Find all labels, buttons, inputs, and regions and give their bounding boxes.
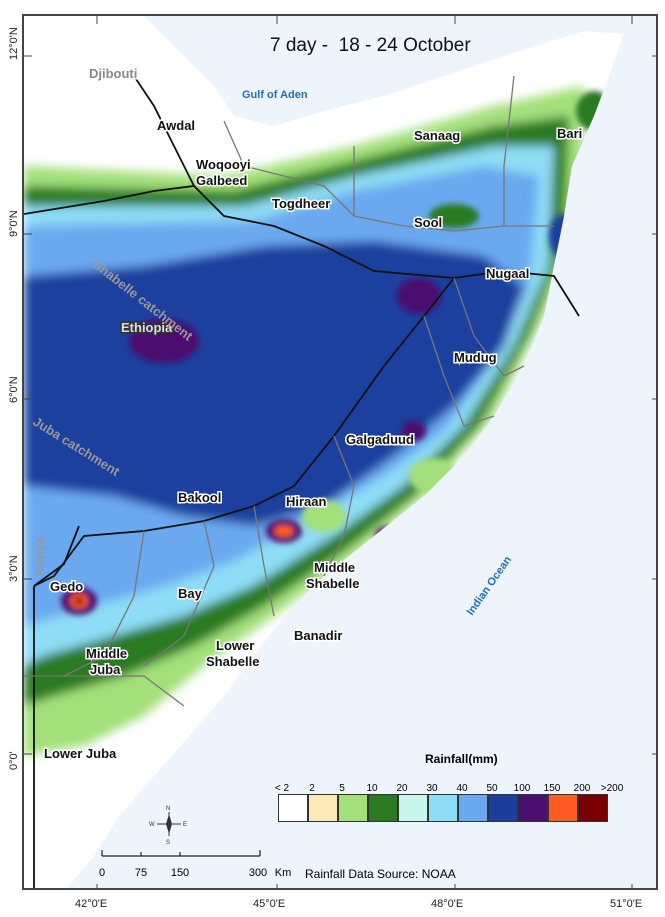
region-label-bakool: Bakool: [178, 490, 221, 505]
region-label-banadir: Banadir: [294, 628, 342, 643]
legend-swatch: [368, 794, 398, 822]
legend-label: 2: [309, 783, 315, 794]
lon-tick-42e: 42°0'E: [75, 898, 107, 910]
region-label-woqooyi-galbeed: Woqooyi Galbeed: [196, 157, 251, 188]
region-label-galgaduud: Galgaduud: [346, 432, 414, 447]
country-label-kenya: Kenya: [32, 536, 47, 576]
lon-tick-45e: 45°0'E: [253, 898, 285, 910]
legend-title: Rainfall(mm): [425, 752, 498, 766]
region-label-sanaag: Sanaag: [414, 128, 460, 143]
svg-text:N: N: [166, 806, 170, 812]
legend-swatch: [458, 794, 488, 822]
lat-tick-12n: 12°0'N: [8, 27, 20, 60]
legend-label: 40: [456, 783, 468, 794]
legend-label: 200: [573, 783, 591, 794]
legend-swatch: [398, 794, 428, 822]
legend-label: 10: [366, 783, 378, 794]
legend-swatch: [548, 794, 578, 822]
lat-tick-3n: 3°0'N: [8, 555, 20, 582]
map-title: 7 day - 18 - 24 October: [270, 35, 471, 56]
graticule-ticks: [24, 16, 656, 888]
scale-label-0: 0: [98, 867, 106, 879]
lon-tick-51e: 51°0'E: [610, 898, 642, 910]
legend-swatch: [578, 794, 608, 822]
legend-swatch: [308, 794, 338, 822]
legend-label: 50: [486, 783, 498, 794]
scale-label-300: 300: [248, 867, 268, 879]
rainfall-legend: Rainfall(mm) < 2 2 5 10 20 30 40 50 100 150 200 >20…: [270, 752, 642, 832]
legend-label: 20: [396, 783, 408, 794]
region-label-togdheer: Togdheer: [272, 196, 330, 211]
legend-label: >200: [600, 783, 624, 794]
region-label-lower-juba: Lower Juba: [44, 746, 117, 761]
region-label-bay: Bay: [178, 586, 203, 601]
region-label-awdal: Awdal: [157, 118, 195, 133]
region-label-middle-juba: Middle Juba: [86, 646, 127, 677]
country-label-ethiopia: Ethiopia: [121, 320, 173, 335]
region-label-middle-shabelle: Middle Shabelle: [306, 560, 359, 591]
legend-label: 30: [426, 783, 438, 794]
scale-unit: Km: [274, 867, 292, 879]
legend-swatch: [428, 794, 458, 822]
lat-tick-0: 0°0': [8, 751, 20, 770]
region-label-lower-shabelle: Lower Shabelle: [206, 638, 259, 669]
svg-text:E: E: [183, 822, 187, 828]
region-label-hiraan: Hiraan: [286, 494, 327, 509]
lon-tick-48e: 48°0'E: [431, 898, 463, 910]
legend-label: 5: [339, 783, 345, 794]
svg-text:W: W: [149, 822, 155, 828]
lat-tick-6n: 6°0'N: [8, 376, 20, 403]
legend-label: < 2: [274, 783, 290, 794]
legend-swatch: [518, 794, 548, 822]
map-frame: Gulf of Aden Indian Ocean: [22, 14, 658, 890]
legend-swatch: [338, 794, 368, 822]
legend-swatch: [278, 794, 308, 822]
region-label-mudug: Mudug: [454, 350, 497, 365]
gulf-of-aden-label: Gulf of Aden: [242, 89, 308, 101]
svg-text:S: S: [166, 840, 170, 846]
rainfall-map[interactable]: Gulf of Aden Indian Ocean: [24, 16, 658, 890]
scale-label-150: 150: [170, 867, 190, 879]
region-label-gedo: Gedo: [50, 579, 83, 594]
lat-tick-9n: 9°0'N: [8, 210, 20, 237]
data-source: Rainfall Data Source: NOAA: [305, 867, 456, 881]
legend-label: 100: [513, 783, 531, 794]
scale-label-75: 75: [134, 867, 148, 879]
rainfall-field: [24, 86, 612, 756]
legend-swatch: [488, 794, 518, 822]
legend-label: 150: [543, 783, 561, 794]
scale-bar: [101, 850, 261, 857]
admin-boundaries: [24, 75, 554, 707]
north-arrow-icon: N S W E: [149, 806, 187, 846]
region-label-nugaal: Nugaal: [486, 266, 529, 281]
indian-ocean-label: Indian Ocean: [465, 554, 515, 618]
region-label-bari: Bari: [557, 126, 582, 141]
region-label-sool: Sool: [414, 215, 442, 230]
country-label-djibouti: Djibouti: [89, 66, 137, 81]
